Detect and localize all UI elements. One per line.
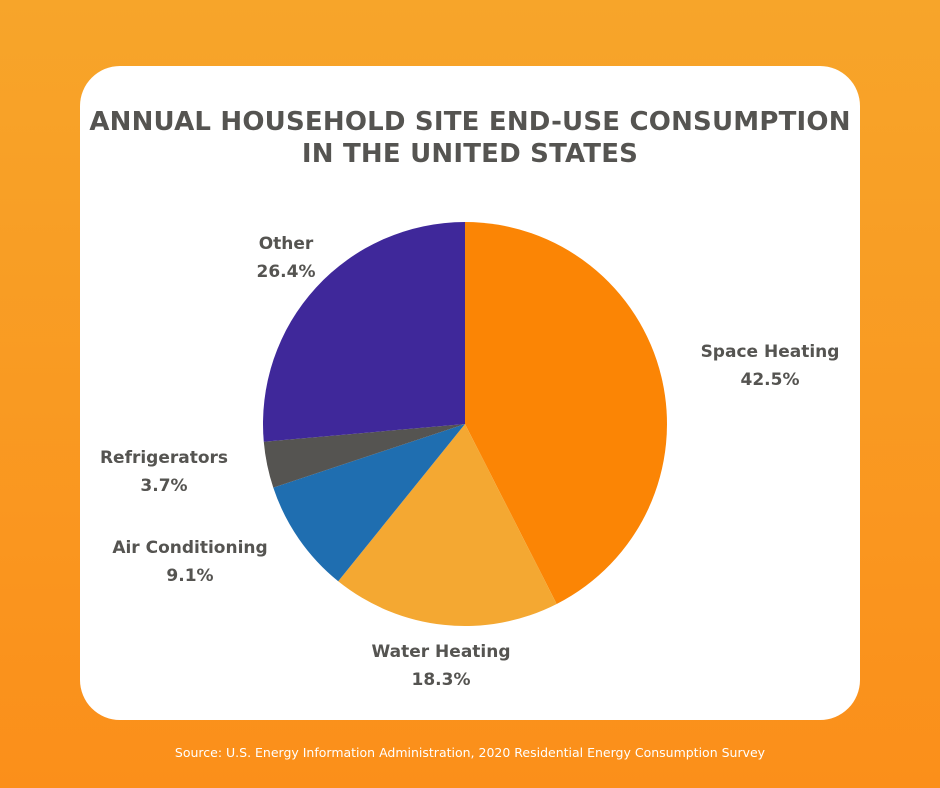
source-note: Source: U.S. Energy Information Administ… <box>174 745 766 760</box>
slice-label-space-heating-name: Space Heating <box>700 342 840 362</box>
slice-label-space-heating-value: 42.5% <box>740 370 800 390</box>
chart-title-line-2: IN THE UNITED STATES <box>301 139 639 169</box>
pie-slice-other <box>262 222 465 442</box>
slice-label-other-value: 26.4% <box>256 262 316 282</box>
slice-label-refrigerators-value: 3.7% <box>140 476 188 496</box>
chart-title: ANNUAL HOUSEHOLD SITE END-USE CONSUMPTIO… <box>0 106 940 170</box>
slice-label-water-heating-name: Water Heating <box>371 642 511 662</box>
slice-label-water-heating: Water Heating 18.3% <box>341 638 541 694</box>
chart-title-line-1: ANNUAL HOUSEHOLD SITE END-USE CONSUMPTIO… <box>89 107 851 137</box>
slice-label-refrigerators: Refrigerators 3.7% <box>74 444 254 500</box>
slice-label-space-heating: Space Heating 42.5% <box>670 338 870 394</box>
slice-label-water-heating-value: 18.3% <box>411 670 471 690</box>
slice-label-air-conditioning-name: Air Conditioning <box>112 538 268 558</box>
slice-label-air-conditioning: Air Conditioning 9.1% <box>90 534 290 590</box>
pie-slice-water-heating <box>338 424 557 626</box>
slice-label-refrigerators-name: Refrigerators <box>99 448 229 468</box>
slice-label-other-name: Other <box>258 234 314 254</box>
pie-slice-space-heating <box>465 222 667 604</box>
slice-label-air-conditioning-value: 9.1% <box>166 566 214 586</box>
pie-slice-air-conditioning <box>273 424 465 582</box>
pie-slice-refrigerators <box>263 424 465 488</box>
slice-label-other: Other 26.4% <box>216 230 356 286</box>
